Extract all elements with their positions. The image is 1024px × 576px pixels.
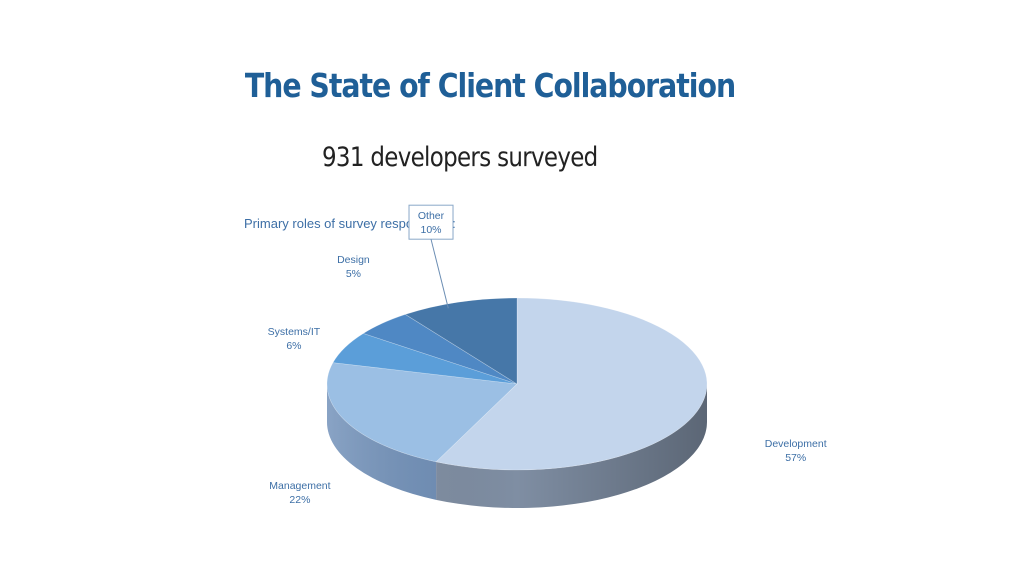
chart-title: Primary roles of survey respondents: bbox=[244, 216, 456, 231]
pie-side-shading bbox=[327, 384, 707, 508]
pie-slice-development bbox=[435, 297, 708, 471]
pie-slice-design bbox=[362, 314, 518, 385]
pie-value-label-systems-it: 6% bbox=[286, 340, 301, 352]
pie-value-label-development: 57% bbox=[785, 452, 806, 464]
pie-label-management: Management bbox=[269, 480, 330, 492]
pie-label-design: Design bbox=[337, 254, 370, 266]
pie-value-label-other: 10% bbox=[421, 224, 442, 236]
pie-callout-line-other bbox=[430, 239, 449, 309]
pie-slice-other bbox=[404, 297, 518, 385]
pie-labels: Development 57% Management 22% Systems/IT 6% D… bbox=[268, 204, 827, 506]
pie-slice-systems-it bbox=[332, 333, 518, 385]
pie-slices bbox=[326, 297, 708, 471]
pie-label-development: Development bbox=[765, 438, 827, 450]
slide-title: The State of Client Collaboration bbox=[244, 66, 736, 105]
pie-slice-management bbox=[326, 362, 518, 463]
slide-subtitle: 931 developers surveyed bbox=[322, 142, 598, 173]
pie-label-systems-it: Systems/IT bbox=[268, 326, 321, 338]
pie-side-walls bbox=[327, 384, 707, 509]
pie-label-other: Other bbox=[418, 210, 445, 222]
pie-value-label-design: 5% bbox=[346, 268, 361, 280]
pie-value-label-management: 22% bbox=[289, 494, 310, 506]
